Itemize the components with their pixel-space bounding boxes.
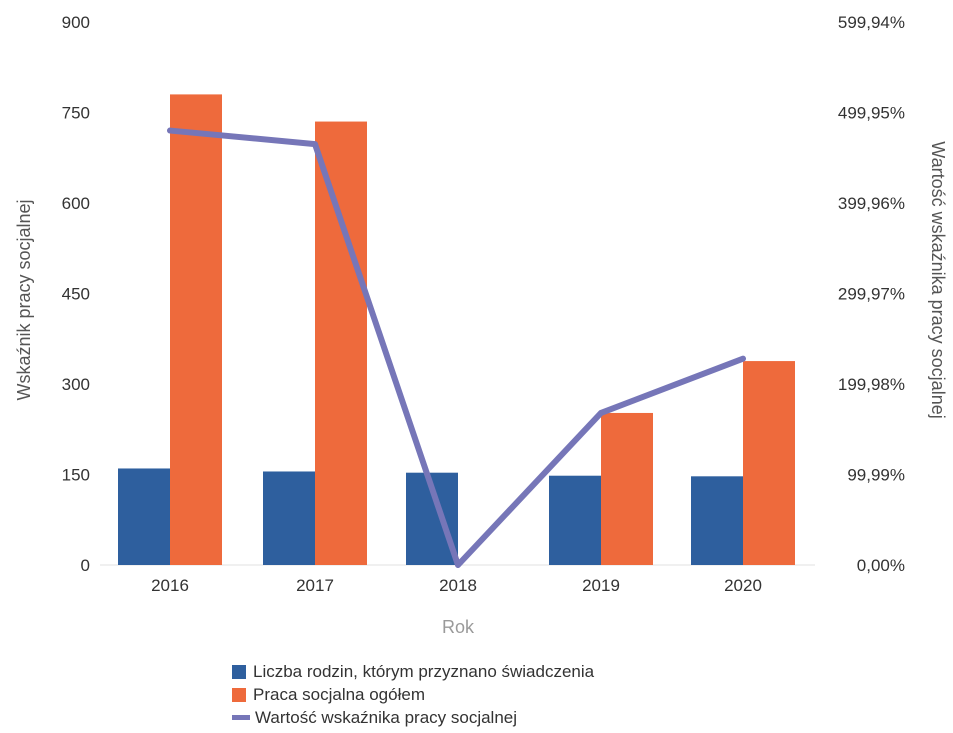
legend-label-families: Liczba rodzin, którym przyznano świadcze… <box>253 661 595 681</box>
legend-swatch-families <box>232 664 246 679</box>
y2-tick-label: 599,94% <box>838 13 905 32</box>
indicator-point <box>455 562 461 568</box>
y2-tick-label: 199,98% <box>838 375 905 394</box>
y-tick-label: 750 <box>62 104 90 123</box>
legend: Liczba rodzin, którym przyznano świadcze… <box>232 660 594 729</box>
right-axis-ticks: 0,00% 99,99% 199,98% 299,97% 399,96% 499,95% 5… <box>838 13 905 575</box>
y2-tick-label: 99,99% <box>847 466 905 485</box>
bar <box>315 121 367 566</box>
left-axis-ticks: 0 150 300 450 600 750 900 <box>62 13 90 575</box>
y-axis-title: Wskaźnik pracy socjalnej <box>14 199 34 400</box>
legend-item-families: Liczba rodzin, którym przyznano świadcze… <box>232 660 594 683</box>
y-tick-label: 900 <box>62 13 90 32</box>
y2-axis-title: Wartość wskaźnika pracy socjalnej <box>928 141 948 418</box>
x-tick-label: 2018 <box>439 576 477 595</box>
x-tick-label: 2020 <box>724 576 762 595</box>
y-tick-label: 450 <box>62 285 90 304</box>
bar <box>691 476 743 565</box>
indicator-point <box>598 410 604 416</box>
x-axis-title: Rok <box>442 617 475 637</box>
y2-tick-label: 299,97% <box>838 285 905 304</box>
x-tick-label: 2016 <box>151 576 189 595</box>
x-tick-label: 2017 <box>296 576 334 595</box>
legend-item-indicator: Wartość wskaźnika pracy socjalnej <box>232 706 594 729</box>
bar <box>601 412 653 565</box>
y2-tick-label: 499,95% <box>838 104 905 123</box>
legend-label-social-work: Praca socjalna ogółem <box>253 684 425 704</box>
y-tick-label: 0 <box>81 556 90 575</box>
x-tick-label: 2019 <box>582 576 620 595</box>
bar <box>549 475 601 565</box>
legend-item-social-work: Praca socjalna ogółem <box>232 683 594 706</box>
y2-tick-label: 0,00% <box>857 556 905 575</box>
bar <box>170 94 222 566</box>
legend-swatch-indicator <box>232 715 250 720</box>
bar <box>263 471 315 565</box>
y-tick-label: 300 <box>62 375 90 394</box>
legend-swatch-social-work <box>232 687 246 702</box>
plot-area <box>100 94 815 568</box>
bar <box>743 361 795 565</box>
indicator-point <box>740 356 746 362</box>
indicator-point <box>167 128 173 134</box>
bar <box>118 468 170 565</box>
y2-tick-label: 399,96% <box>838 194 905 213</box>
y-tick-label: 600 <box>62 194 90 213</box>
indicator-point <box>312 141 318 147</box>
legend-label-indicator: Wartość wskaźnika pracy socjalnej <box>255 707 518 727</box>
x-axis-ticks: 2016 2017 2018 2019 2020 <box>151 576 762 595</box>
y-tick-label: 150 <box>62 466 90 485</box>
